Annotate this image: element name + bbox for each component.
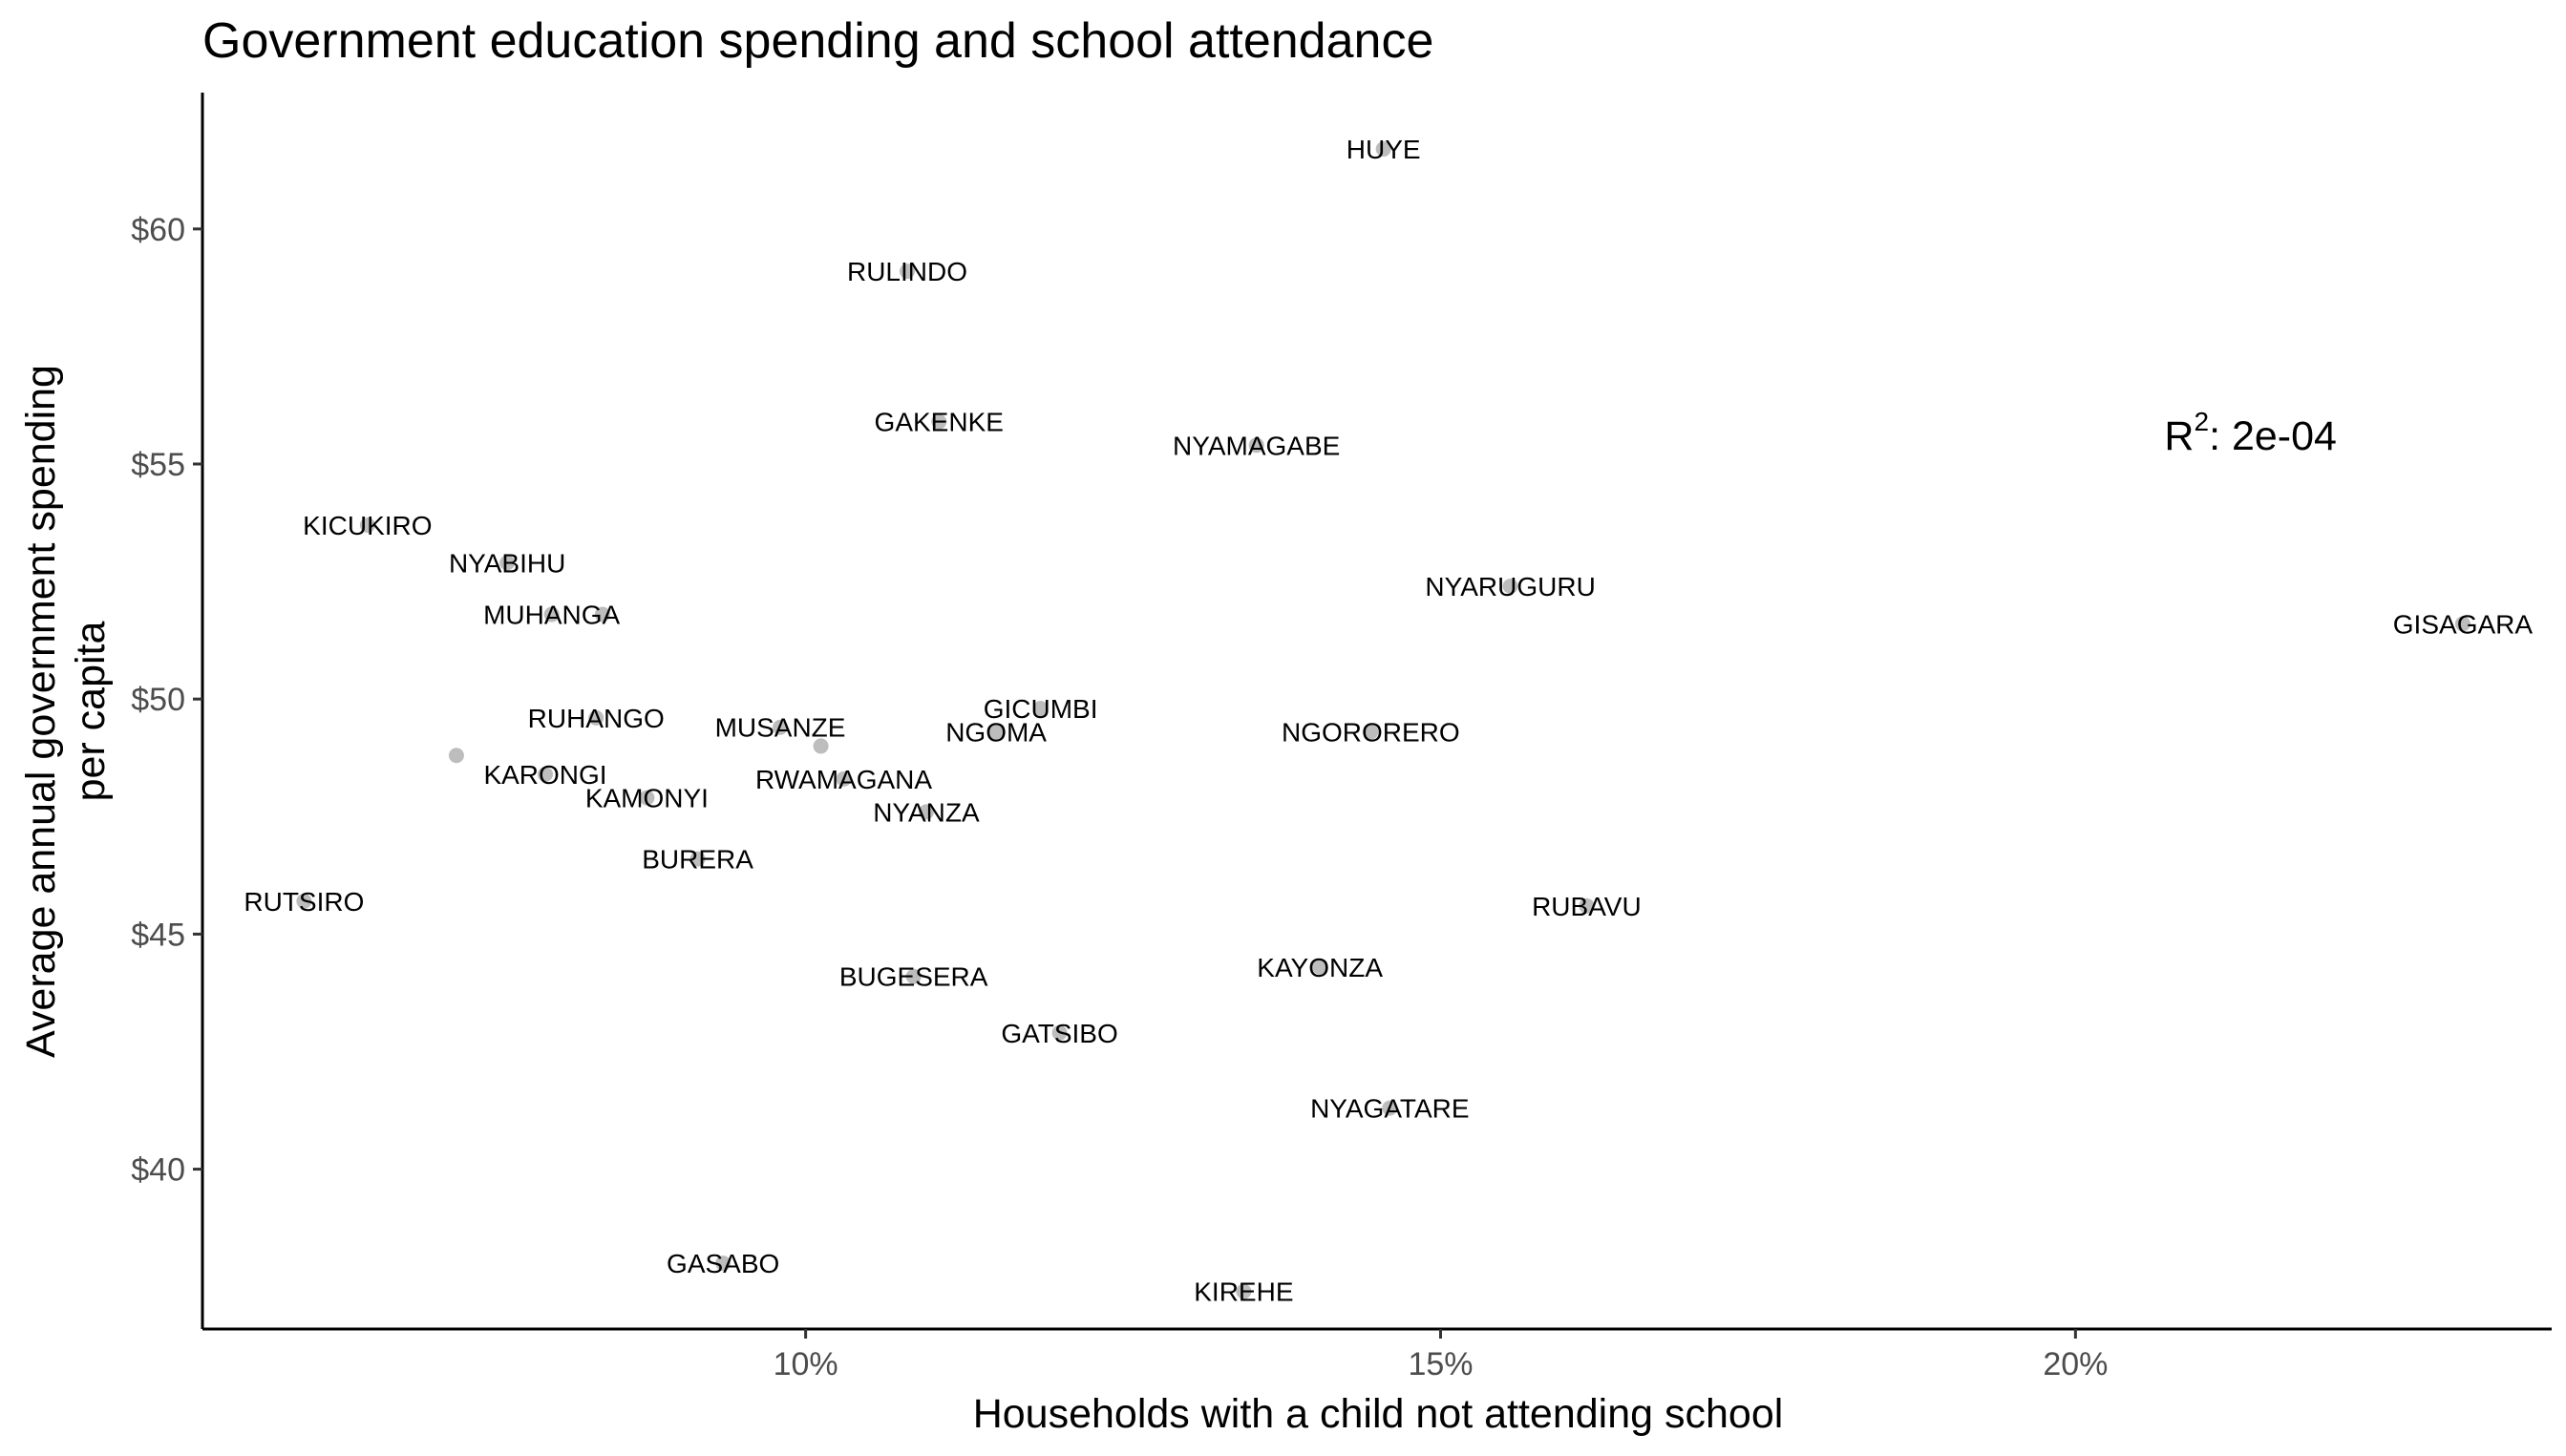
point-label: MUSANZE: [715, 713, 846, 743]
data-point: [1032, 701, 1049, 717]
y-axis-ticks: $40 $45 $50 $55 $60: [131, 212, 202, 1189]
y-axis-title-line-2: per capita: [68, 621, 114, 801]
data-point: [543, 606, 560, 622]
point-label: GATSIBO: [1001, 1019, 1117, 1048]
point-label: KAMONYI: [585, 784, 709, 813]
data-point: [900, 264, 915, 280]
data-point: [931, 413, 947, 430]
y-tick-label: $55: [131, 447, 185, 483]
r-squared-value: : 2e-04: [2209, 413, 2337, 459]
point-label: GAKENKE: [875, 408, 1004, 437]
point-label: BUGESERA: [839, 962, 988, 992]
point-label: RWAMAGANA: [755, 765, 932, 794]
r-squared-superscript: 2: [2194, 407, 2209, 436]
data-point: [296, 893, 312, 909]
data-point: [905, 968, 922, 984]
y-tick-label: $50: [131, 682, 185, 718]
data-point: [689, 851, 706, 867]
x-tick-label: 20%: [2043, 1346, 2108, 1382]
data-point: [1051, 1024, 1068, 1041]
point-label: NYARUGURU: [1425, 572, 1595, 601]
y-tick-label: $45: [131, 917, 185, 953]
data-point: [2454, 616, 2471, 632]
data-point: [1363, 724, 1379, 740]
point-label: GISAGARA: [2393, 609, 2534, 639]
r-squared-annotation: R2: 2e-04: [2164, 407, 2337, 459]
y-tick-label: $40: [131, 1152, 185, 1189]
y-axis-title: Average annual government spending per c…: [18, 365, 114, 1058]
point-label: RUTSIRO: [244, 887, 364, 917]
data-point: [359, 517, 375, 534]
point-label: RUHANGO: [528, 704, 665, 733]
point-label: NYANZA: [873, 797, 980, 827]
data-point: [538, 766, 554, 782]
x-tick-label: 10%: [774, 1346, 838, 1382]
point-label: RULINDO: [847, 257, 967, 286]
y-tick-label: $60: [131, 212, 185, 248]
point-label: NYABIHU: [449, 548, 565, 578]
point-label: RUBAVU: [1532, 892, 1642, 921]
point-label: KICUKIRO: [303, 511, 432, 540]
point-label: NGOMA: [945, 718, 1047, 748]
x-axis-title: Households with a child not attending sc…: [973, 1391, 1784, 1437]
point-label: HUYE: [1347, 135, 1421, 164]
point-label: BURERA: [642, 845, 753, 875]
data-point: [1236, 1283, 1252, 1299]
x-axis-ticks: 10% 15% 20%: [774, 1329, 2108, 1382]
data-point: [773, 719, 789, 735]
point-label: NYAMAGABE: [1173, 431, 1340, 460]
point-label: KARONGI: [483, 760, 606, 790]
data-point: [1502, 579, 1518, 595]
data-point: [813, 738, 829, 754]
point-label: KIREHE: [1194, 1277, 1293, 1307]
data-point: [499, 555, 516, 571]
points-layer: [296, 141, 2471, 1299]
r-squared-base: R: [2164, 413, 2194, 459]
data-point: [988, 724, 1005, 740]
data-point: [1312, 959, 1328, 975]
point-label: NGORORERO: [1282, 718, 1460, 748]
x-tick-label: 15%: [1408, 1346, 1473, 1382]
data-point: [1382, 1100, 1398, 1116]
chart-title: Government education spending and school…: [202, 13, 1433, 69]
data-point: [588, 709, 604, 726]
data-point: [448, 748, 464, 764]
data-point: [639, 790, 655, 806]
data-point: [1579, 897, 1595, 914]
point-label: MUHANGA: [483, 601, 620, 630]
point-label: KAYONZA: [1257, 953, 1383, 982]
y-axis-title-line-1: Average annual government spending: [18, 365, 64, 1058]
point-label: GICUMBI: [984, 694, 1098, 724]
data-point: [715, 1256, 732, 1272]
data-point: [1375, 141, 1391, 158]
point-label: GASABO: [667, 1249, 779, 1278]
labels-layer: HUYE RULINDO GAKENKE NYAMAGABE KICUKIRO NYABI…: [244, 135, 2533, 1307]
data-point: [1248, 437, 1264, 454]
point-label: NYAGATARE: [1310, 1094, 1469, 1124]
data-point: [594, 606, 610, 622]
data-point: [836, 770, 852, 787]
data-point: [918, 804, 934, 820]
